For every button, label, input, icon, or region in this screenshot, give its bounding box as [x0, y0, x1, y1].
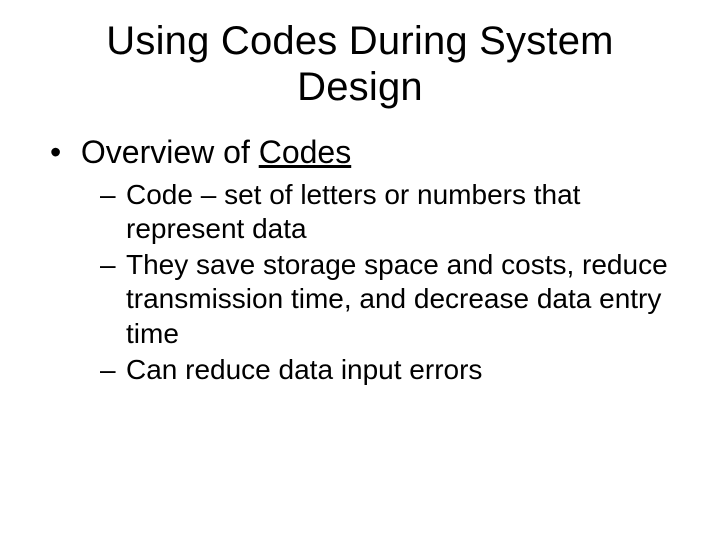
bullet-overview-prefix: Overview of [81, 134, 259, 170]
sub-bullet-errors: Can reduce data input errors [98, 353, 680, 387]
sub-bullet-definition: Code – set of letters or numbers that re… [98, 178, 680, 246]
bullet-overview: Overview of Codes Code – set of letters … [40, 132, 680, 387]
bullet-overview-underlined: Codes [259, 134, 352, 170]
slide: Using Codes During System Design Overvie… [0, 0, 720, 540]
bullet-list-level2: Code – set of letters or numbers that re… [72, 178, 680, 387]
slide-title: Using Codes During System Design [40, 18, 680, 110]
sub-bullet-benefits: They save storage space and costs, reduc… [98, 248, 680, 350]
bullet-list-level1: Overview of Codes Code – set of letters … [40, 132, 680, 387]
